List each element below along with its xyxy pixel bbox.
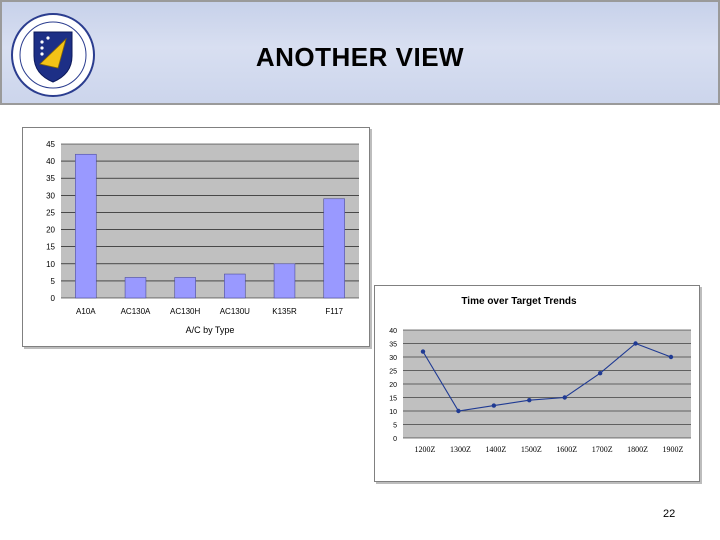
page-title: ANOTHER VIEW <box>255 42 465 72</box>
x-tick-label: 1900Z <box>663 445 684 454</box>
y-tick-label: 25 <box>389 369 397 376</box>
air-force-shield-emblem-icon <box>11 13 95 97</box>
data-point <box>633 341 638 346</box>
data-point <box>562 395 567 400</box>
y-tick-label: 5 <box>51 277 56 286</box>
plot-area <box>61 144 359 298</box>
y-tick-label: 5 <box>393 423 397 430</box>
bar <box>273 263 296 299</box>
y-tick-label: 15 <box>46 243 55 252</box>
y-tick-label: 40 <box>389 328 397 335</box>
data-point <box>420 349 426 354</box>
slide-header: ANOTHER VIEW <box>0 0 720 105</box>
x-tick-label: AC130U <box>220 307 250 316</box>
y-tick-label: 15 <box>389 396 397 403</box>
series-line <box>422 342 672 412</box>
y-tick-label: 25 <box>46 208 55 217</box>
x-tick-label: 1400Z <box>485 445 506 454</box>
x-tick-label: AC130A <box>121 307 151 316</box>
bar <box>224 273 246 299</box>
bar <box>75 153 97 299</box>
x-tick-label: A10A <box>76 307 96 316</box>
y-tick-label: 10 <box>389 409 397 416</box>
x-tick-label: K135R <box>272 307 297 316</box>
x-tick-label: 1600Z <box>556 445 577 454</box>
x-tick-label: 1500Z <box>521 445 542 454</box>
page-number: 22 <box>663 508 676 520</box>
bar-chart-svg: 0 5 10 15 20 25 30 35 40 45 A10A AC130A AC130H AC130U… <box>46 140 359 335</box>
data-point <box>491 403 497 408</box>
bar <box>124 277 147 299</box>
x-tick-label: F117 <box>325 307 343 316</box>
bar <box>323 198 345 299</box>
y-tick-label: 20 <box>389 382 397 389</box>
data-point <box>668 354 674 360</box>
y-tick-label: 0 <box>51 294 56 303</box>
y-tick-label: 0 <box>393 436 397 443</box>
y-tick-label: 45 <box>46 140 55 149</box>
chart-title: Time over Target Trends <box>461 296 577 307</box>
y-tick-label: 40 <box>46 157 55 166</box>
bar <box>174 277 196 299</box>
aircraft-type-bar-chart: 0 5 10 15 20 25 30 35 40 45 A10A AC130A AC130H AC130U… <box>22 127 370 347</box>
y-tick-label: 10 <box>46 260 55 269</box>
line-chart-svg: Time over Target Trends 0 5 10 15 20 25 30 35 40 1… <box>389 296 691 454</box>
data-point <box>527 398 532 403</box>
data-point <box>597 371 603 376</box>
x-tick-label: 1700Z <box>592 445 613 454</box>
data-point <box>456 408 461 414</box>
time-over-target-line-chart: Time over Target Trends 0 5 10 15 20 25 30 35 40 1… <box>374 285 700 482</box>
x-tick-label: 1800Z <box>627 445 648 454</box>
x-tick-label: 1300Z <box>450 445 471 454</box>
y-tick-label: 35 <box>389 342 397 349</box>
y-tick-label: 30 <box>46 191 55 200</box>
x-axis-title: A/C by Type <box>186 325 235 335</box>
y-tick-label: 30 <box>389 355 397 362</box>
y-tick-label: 35 <box>46 174 55 183</box>
x-tick-label: AC130H <box>170 307 200 316</box>
x-tick-label: 1200Z <box>415 445 436 454</box>
y-tick-label: 20 <box>46 226 55 235</box>
